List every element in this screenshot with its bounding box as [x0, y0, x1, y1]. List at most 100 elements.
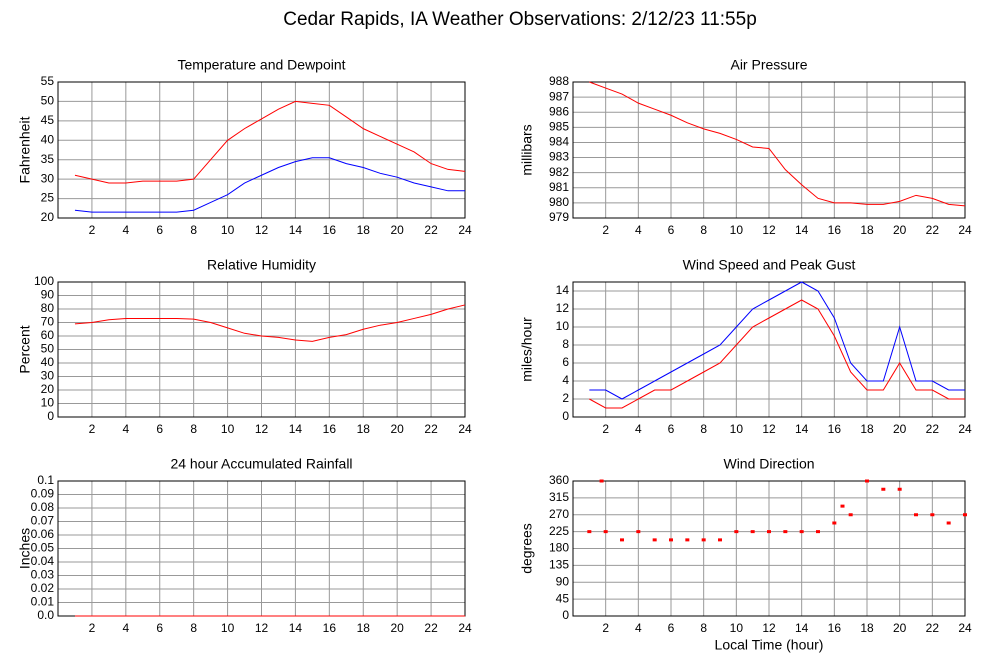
y-tick-label: 4: [562, 373, 569, 387]
line: [74, 100, 466, 184]
x-tick-label: 6: [156, 422, 163, 436]
y-tick-label: 0: [562, 608, 569, 622]
x-tick-label: 18: [357, 422, 371, 436]
y-tick-label: 180: [549, 541, 569, 555]
y-tick-label: 80: [41, 301, 55, 315]
x-tick-label: 16: [323, 621, 337, 635]
y-tick-label: 30: [41, 171, 55, 185]
point: [636, 530, 641, 534]
line: [589, 81, 966, 207]
x-tick-label: 16: [828, 223, 842, 237]
x-tick-label: 2: [602, 621, 609, 635]
y-axis-label: degrees: [519, 523, 535, 574]
y-tick-label: 0.08: [31, 500, 55, 514]
x-tick-label: 10: [730, 422, 744, 436]
x-tick-label: 14: [795, 422, 809, 436]
plot-frame: [572, 480, 966, 617]
y-tick-label: 0.02: [31, 581, 55, 595]
point: [799, 530, 804, 534]
y-tick-label: 0: [562, 409, 569, 423]
x-tick-label: 12: [255, 621, 269, 635]
x-tick-label: 2: [89, 223, 96, 237]
x-tick-label: 14: [289, 621, 303, 635]
point: [603, 530, 608, 534]
y-tick-label: 984: [549, 135, 569, 149]
y-tick-label: 988: [549, 74, 569, 88]
y-tick-label: 0.07: [31, 514, 55, 528]
x-tick-label: 14: [289, 223, 303, 237]
y-axis-label: Percent: [17, 325, 33, 373]
x-tick-label: 12: [762, 223, 776, 237]
y-tick-label: 45: [556, 591, 570, 605]
point: [816, 530, 820, 534]
y-tick-label: 25: [41, 191, 55, 205]
y-tick-label: 90: [41, 288, 55, 302]
point: [832, 521, 837, 525]
y-tick-label: 100: [34, 274, 54, 288]
x-tick-label: 18: [860, 223, 874, 237]
x-tick-label: 20: [390, 422, 404, 436]
y-tick-label: 20: [41, 382, 55, 396]
point: [599, 479, 604, 483]
y-tick-label: 0.04: [31, 554, 55, 568]
y-tick-label: 6: [562, 355, 569, 369]
x-tick-label: 18: [357, 223, 371, 237]
x-tick-label: 16: [828, 422, 842, 436]
x-tick-label: 8: [190, 422, 197, 436]
y-tick-label: 35: [41, 152, 55, 166]
y-tick-label: 40: [41, 355, 55, 369]
x-tick-label: 14: [795, 223, 809, 237]
y-axis-label: Fahrenheit: [17, 116, 33, 183]
x-tick-label: 20: [390, 621, 404, 635]
point: [840, 504, 845, 508]
x-tick-label: 10: [221, 621, 235, 635]
x-tick-label: 4: [635, 422, 642, 436]
y-tick-label: 2: [562, 391, 569, 405]
y-tick-label: 983: [549, 150, 569, 164]
y-tick-label: 987: [549, 89, 569, 103]
line: [589, 281, 965, 400]
x-tick-label: 18: [860, 621, 874, 635]
y-tick-label: 30: [41, 369, 55, 383]
y-tick-label: 0.03: [31, 568, 55, 582]
x-tick-label: 4: [122, 223, 129, 237]
line: [74, 157, 465, 213]
y-axis-label: millibars: [519, 124, 535, 175]
y-tick-label: 70: [41, 315, 55, 329]
x-tick-label: 6: [668, 223, 675, 237]
x-tick-label: 24: [958, 621, 972, 635]
x-tick-label: 10: [221, 223, 235, 237]
plot-frame: [57, 281, 466, 418]
y-tick-label: 0.05: [31, 541, 55, 555]
y-tick-label: 12: [556, 301, 570, 315]
x-tick-label: 8: [190, 223, 197, 237]
x-tick-label: 12: [762, 422, 776, 436]
point: [587, 530, 592, 534]
point: [652, 538, 657, 542]
y-tick-label: 0.09: [31, 487, 55, 501]
x-tick-label: 24: [458, 621, 472, 635]
y-tick-label: 50: [41, 94, 55, 108]
x-tick-label: 16: [323, 223, 337, 237]
x-tick-label: 20: [893, 422, 907, 436]
point: [963, 513, 967, 517]
y-tick-label: 55: [41, 74, 55, 88]
point: [783, 530, 788, 534]
point: [685, 538, 690, 542]
y-tick-label: 981: [549, 180, 569, 194]
subplot-title: Wind Direction: [723, 456, 814, 472]
x-tick-label: 20: [893, 621, 907, 635]
line: [589, 299, 965, 409]
x-tick-label: 12: [255, 223, 269, 237]
x-tick-label: 22: [424, 621, 438, 635]
y-tick-label: 985: [549, 120, 569, 134]
point: [914, 513, 918, 517]
x-tick-label: 6: [156, 223, 163, 237]
x-tick-label: 4: [635, 223, 642, 237]
y-axis-label: Inches: [17, 528, 33, 569]
point: [750, 530, 755, 534]
x-tick-label: 20: [390, 223, 404, 237]
subplot-title: Air Pressure: [730, 57, 807, 73]
x-tick-label: 4: [122, 422, 129, 436]
